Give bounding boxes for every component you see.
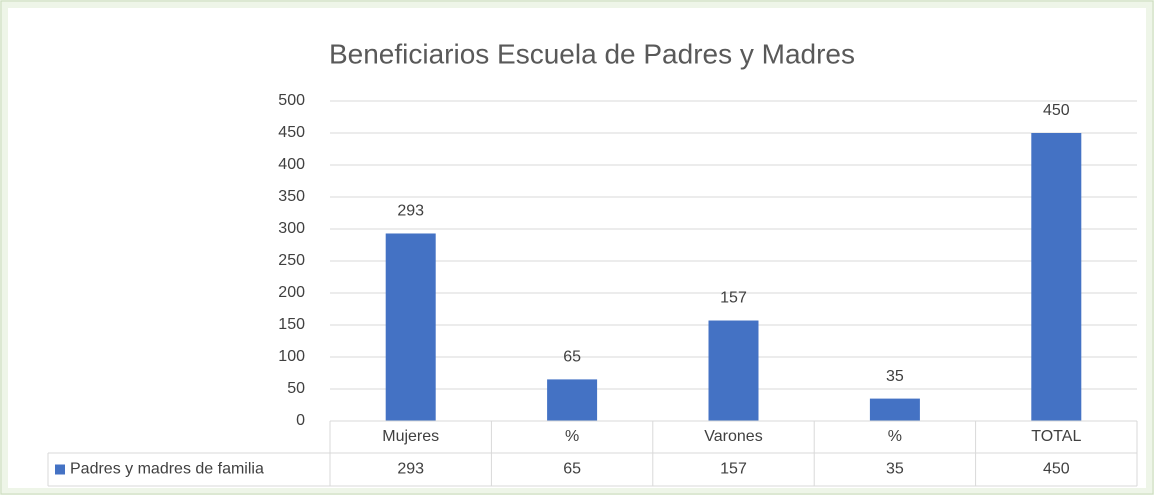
table-value: 450 — [1043, 461, 1070, 478]
bar — [547, 379, 598, 421]
y-tick-label: 50 — [287, 380, 305, 397]
y-tick-label: 150 — [278, 316, 305, 333]
legend-key — [55, 464, 65, 475]
x-tick-label: TOTAL — [1031, 428, 1081, 445]
y-tick-label: 100 — [278, 348, 305, 365]
bar — [385, 233, 436, 421]
bar — [708, 320, 759, 421]
y-tick-label: 0 — [296, 412, 305, 429]
table-value: 65 — [563, 461, 581, 478]
y-tick-label: 250 — [278, 252, 305, 269]
x-tick-label: Mujeres — [382, 428, 439, 445]
bar — [1031, 133, 1082, 421]
data-label: 157 — [720, 290, 747, 307]
data-label: 35 — [886, 368, 904, 385]
y-tick-label: 350 — [278, 188, 305, 205]
data-label: 65 — [563, 349, 581, 366]
table-value: 293 — [397, 461, 424, 478]
x-tick-label: % — [888, 428, 902, 445]
y-tick-label: 400 — [278, 156, 305, 173]
data-label: 293 — [397, 203, 424, 220]
legend-label: Padres y madres de familia — [70, 461, 264, 478]
chart-title: Beneficiarios Escuela de Padres y Madres — [329, 38, 855, 69]
x-tick-label: % — [565, 428, 579, 445]
table-value: 157 — [720, 461, 747, 478]
y-tick-label: 300 — [278, 220, 305, 237]
y-tick-label: 500 — [278, 92, 305, 109]
bar — [869, 398, 920, 421]
x-tick-label: Varones — [704, 428, 762, 445]
y-tick-label: 200 — [278, 284, 305, 301]
table-value: 35 — [886, 461, 904, 478]
y-tick-label: 450 — [278, 124, 305, 141]
data-label: 450 — [1043, 102, 1070, 119]
